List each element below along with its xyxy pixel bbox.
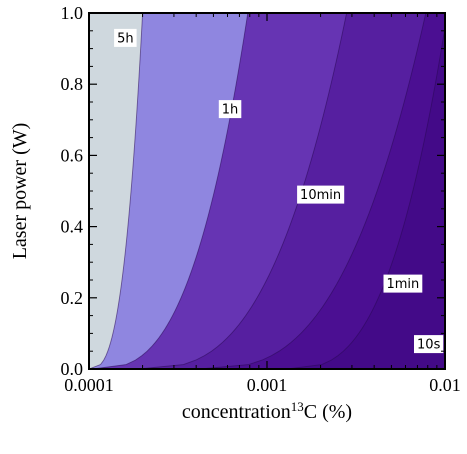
y-tick-label: 0.8: [61, 74, 84, 94]
contour-label-box: [218, 100, 242, 119]
contour-labels: 5h 1h 10min 1min 10s: [114, 28, 444, 354]
x-axis-title-main: concentration: [182, 401, 291, 423]
contour-line: [92, 12, 249, 370]
y-tick-label: 0.2: [61, 288, 84, 308]
x-axis-title-superscript: 13: [291, 399, 304, 414]
contour-label-text: 10s: [417, 338, 441, 353]
y-tick-label: 0.0: [61, 359, 84, 379]
contour-line: [88, 12, 144, 370]
x-tick-label: 0.001: [247, 375, 288, 395]
contour-label: 10s: [414, 335, 444, 354]
contour-line: [287, 13, 446, 370]
contour-label-box: [297, 185, 345, 204]
y-axis-title: Laser power (W): [9, 123, 31, 260]
contour-label-text: 5h: [117, 31, 134, 46]
contour-regions: [89, 13, 445, 369]
y-tick-label: 1.0: [61, 3, 84, 23]
x-tick-label: 0.01: [429, 375, 461, 395]
y-tick-label: 0.4: [61, 217, 84, 237]
y-tick-label: 0.6: [61, 145, 84, 165]
region-fill-0: [89, 13, 143, 369]
axis-ticks: 0.0 0.2 0.4 0.6 0.8 1.0 0.0001 0.001 0.01: [61, 3, 461, 395]
x-tick-label: 0.0001: [64, 375, 114, 395]
contour-label: 1h: [218, 100, 242, 119]
contour-label: 1min: [383, 274, 423, 293]
contour-label-text: 10min: [300, 188, 341, 203]
x-axis-title: concentration13C (%): [182, 399, 352, 424]
contour-line: [199, 12, 427, 370]
contour-label: 10min: [297, 185, 345, 204]
contour-label-text: 1min: [386, 277, 419, 292]
contour-label-box: [383, 274, 423, 293]
contour-label-box: [114, 28, 137, 47]
x-axis-title-suffix: C (%): [304, 401, 352, 423]
contour-label-box: [414, 335, 444, 354]
contour-label-text: 1h: [222, 103, 239, 118]
contour-label: 5h: [114, 28, 137, 47]
